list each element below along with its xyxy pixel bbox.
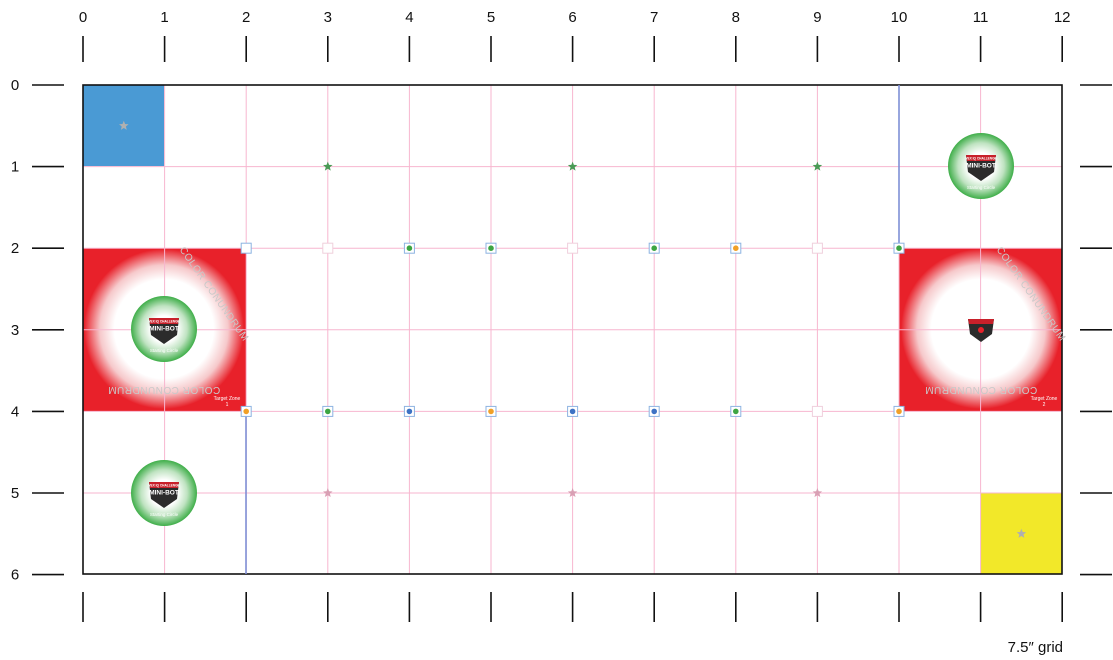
svg-text:Target Zone: Target Zone bbox=[214, 396, 241, 402]
marker-square-icon bbox=[240, 242, 252, 254]
target-zone-2-label: Target Zone 2 bbox=[1031, 396, 1058, 408]
svg-text:VEX IQ CHALLENGE: VEX IQ CHALLENGE bbox=[148, 484, 179, 488]
marker-square-icon bbox=[811, 242, 823, 254]
marker-square-icon bbox=[811, 405, 823, 417]
target-zone-2-center-badge-icon bbox=[968, 319, 994, 342]
marker-square-icon bbox=[485, 242, 497, 254]
starting-circle-3: VEX IQ CHALLENGE MINI-BOT Starting Circl… bbox=[948, 133, 1014, 199]
x-axis-tick-label: 12 bbox=[1054, 9, 1071, 26]
marker-square-icon bbox=[648, 405, 660, 417]
x-axis-tick-label: 0 bbox=[79, 9, 87, 26]
star-icon bbox=[119, 120, 129, 130]
svg-text:VEX IQ CHALLENGE: VEX IQ CHALLENGE bbox=[148, 320, 179, 324]
x-axis-tick-label: 7 bbox=[650, 9, 658, 26]
marker-dot bbox=[243, 408, 249, 415]
field-border bbox=[82, 84, 1063, 575]
marker-square-icon bbox=[403, 242, 415, 254]
marker-square-icon bbox=[893, 242, 905, 254]
grid-scale-note: 7.5″ grid bbox=[1007, 639, 1063, 656]
svg-text:COLOR CONUNDRUM: COLOR CONUNDRUM bbox=[108, 384, 221, 395]
marker-square-icon bbox=[485, 405, 497, 417]
star-icon bbox=[323, 488, 333, 498]
star-icon bbox=[567, 488, 578, 498]
y-axis-labels: 0 1 2 3 4 5 6 bbox=[11, 77, 19, 584]
svg-text:MINI-BOT: MINI-BOT bbox=[149, 326, 179, 333]
marker-dot bbox=[406, 245, 413, 251]
marker-dot bbox=[733, 245, 739, 251]
marker-square-icon bbox=[322, 242, 334, 254]
x-axis-tick-label: 8 bbox=[732, 9, 740, 26]
marker-dot bbox=[733, 408, 739, 415]
x-axis-tick-label: 3 bbox=[324, 9, 332, 26]
marker-dot bbox=[651, 245, 657, 251]
x-axis-labels: 0 1 2 3 4 5 6 7 8 9 10 11 12 bbox=[79, 9, 1071, 26]
y-axis-tick-label: 2 bbox=[11, 240, 19, 257]
x-axis-tick-label: 4 bbox=[405, 9, 413, 26]
marker-square-icon bbox=[648, 242, 660, 254]
marker-square-icon bbox=[322, 405, 334, 417]
x-axis-tick-label: 11 bbox=[973, 9, 989, 26]
marker-square-icon bbox=[403, 405, 415, 417]
x-axis-tick-label: 1 bbox=[160, 9, 168, 26]
svg-text:Target Zone: Target Zone bbox=[1031, 396, 1058, 402]
field-stars bbox=[119, 120, 1027, 538]
field-grid bbox=[83, 85, 1063, 575]
x-axis-tick-label: 2 bbox=[242, 9, 250, 26]
svg-text:MINI-BOT: MINI-BOT bbox=[149, 490, 179, 497]
star-icon bbox=[1016, 528, 1027, 538]
axis-tick-marks bbox=[32, 36, 1112, 622]
marker-square-icon bbox=[730, 242, 742, 254]
svg-text:VEX IQ CHALLENGE: VEX IQ CHALLENGE bbox=[965, 157, 996, 161]
star-icon bbox=[812, 161, 823, 171]
svg-text:Starting Circle: Starting Circle bbox=[150, 348, 179, 353]
star-icon bbox=[812, 488, 823, 498]
marker-dot bbox=[488, 408, 494, 415]
y-axis-tick-label: 4 bbox=[11, 403, 19, 420]
x-axis-tick-label: 6 bbox=[568, 9, 576, 26]
marker-square-icon bbox=[240, 405, 252, 417]
marker-dot bbox=[488, 245, 494, 251]
minibot-badge-icon: VEX IQ CHALLENGE MINI-BOT bbox=[148, 318, 180, 344]
svg-text:2: 2 bbox=[1043, 402, 1046, 408]
marker-dot bbox=[896, 408, 902, 415]
starting-circle-2: VEX IQ CHALLENGE MINI-BOT Starting Circl… bbox=[131, 460, 197, 526]
marker-dot bbox=[569, 408, 576, 415]
y-axis-tick-label: 5 bbox=[11, 485, 19, 502]
star-icon bbox=[323, 161, 333, 171]
target-zone-1-label: Target Zone 1 bbox=[214, 396, 241, 408]
marker-dot bbox=[651, 408, 657, 415]
x-axis-tick-label: 10 bbox=[891, 9, 908, 26]
y-axis-tick-label: 0 bbox=[11, 77, 19, 94]
y-axis-tick-label: 6 bbox=[11, 567, 19, 584]
marker-square-icon bbox=[893, 405, 905, 417]
marker-square-icon bbox=[567, 242, 579, 254]
svg-text:COLOR CONUNDRUM: COLOR CONUNDRUM bbox=[925, 384, 1038, 395]
svg-text:Starting Circle: Starting Circle bbox=[150, 512, 179, 517]
marker-dot bbox=[325, 408, 331, 415]
field-markers bbox=[240, 242, 905, 417]
x-axis-tick-label: 9 bbox=[813, 9, 821, 26]
minibot-badge-icon: VEX IQ CHALLENGE MINI-BOT bbox=[965, 155, 997, 181]
marker-dot bbox=[896, 245, 902, 251]
x-axis-tick-label: 5 bbox=[487, 9, 495, 26]
star-icon bbox=[567, 161, 578, 171]
svg-text:Starting Circle: Starting Circle bbox=[967, 185, 996, 190]
marker-square-icon bbox=[730, 405, 742, 417]
starting-circle-1: VEX IQ CHALLENGE MINI-BOT Starting Circl… bbox=[131, 296, 197, 362]
y-axis-tick-label: 1 bbox=[11, 159, 19, 176]
svg-text:MINI-BOT: MINI-BOT bbox=[966, 163, 996, 170]
marker-square-icon bbox=[567, 405, 579, 417]
marker-dot bbox=[406, 408, 413, 415]
svg-text:1: 1 bbox=[226, 402, 229, 408]
minibot-badge-icon: VEX IQ CHALLENGE MINI-BOT bbox=[148, 482, 180, 508]
y-axis-tick-label: 3 bbox=[11, 322, 19, 339]
